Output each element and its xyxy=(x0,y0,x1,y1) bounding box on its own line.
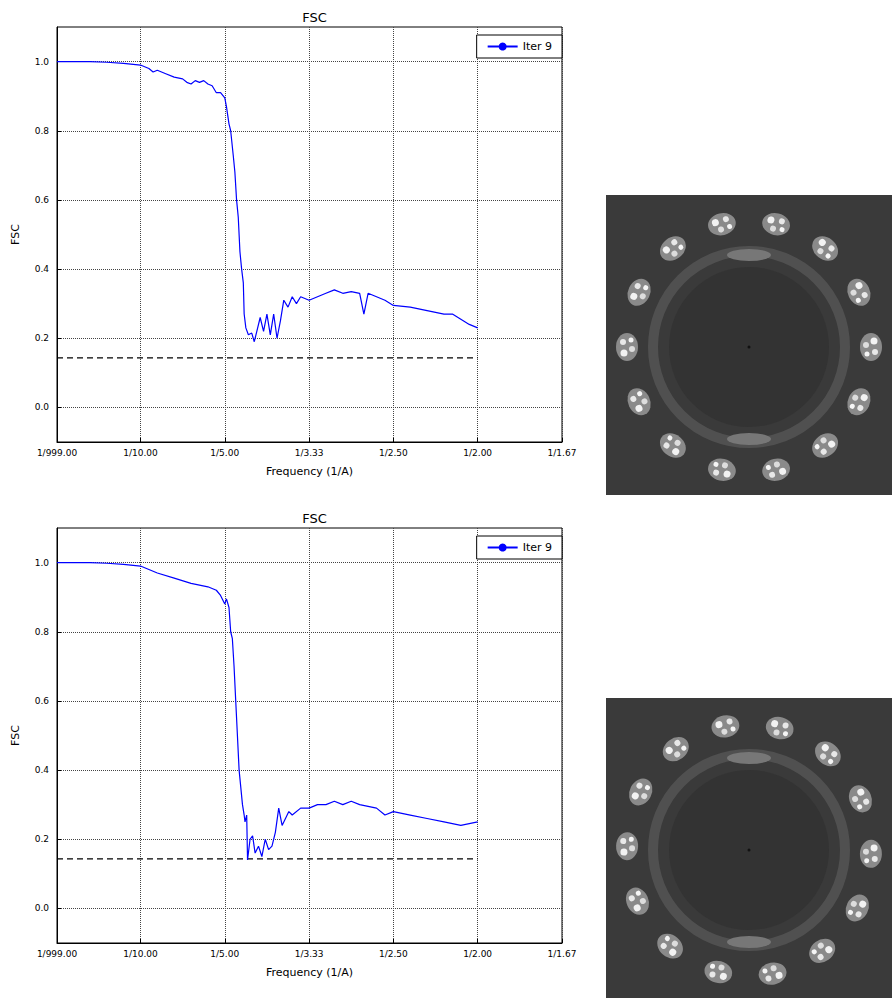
svg-text:0.2: 0.2 xyxy=(35,333,49,343)
svg-text:1/5.00: 1/5.00 xyxy=(210,448,239,458)
svg-text:1/999.00: 1/999.00 xyxy=(37,448,78,458)
svg-text:1/10.00: 1/10.00 xyxy=(123,949,158,959)
svg-text:1/1.67: 1/1.67 xyxy=(548,949,577,959)
svg-text:1/3.33: 1/3.33 xyxy=(295,949,324,959)
svg-text:1/2.50: 1/2.50 xyxy=(379,949,408,959)
svg-text:0.4: 0.4 xyxy=(35,264,50,274)
svg-text:1/1.67: 1/1.67 xyxy=(548,448,577,458)
svg-text:1/3.33: 1/3.33 xyxy=(295,448,324,458)
svg-text:1/2.00: 1/2.00 xyxy=(463,448,492,458)
svg-text:Frequency (1/A): Frequency (1/A) xyxy=(266,966,353,979)
svg-text:0.8: 0.8 xyxy=(35,627,50,637)
svg-text:0.0: 0.0 xyxy=(35,903,50,913)
svg-text:1.0: 1.0 xyxy=(35,57,50,67)
svg-text:FSC: FSC xyxy=(302,511,327,526)
svg-text:0.8: 0.8 xyxy=(35,126,50,136)
svg-text:Frequency (1/A): Frequency (1/A) xyxy=(266,465,353,478)
svg-text:0.0: 0.0 xyxy=(35,402,50,412)
svg-text:0.2: 0.2 xyxy=(35,834,49,844)
svg-text:FSC: FSC xyxy=(302,10,327,25)
svg-text:1.0: 1.0 xyxy=(35,558,50,568)
svg-text:Iter 9: Iter 9 xyxy=(523,40,552,53)
svg-text:FSC: FSC xyxy=(9,725,22,746)
svg-text:1/999.00: 1/999.00 xyxy=(37,949,78,959)
svg-text:1/5.00: 1/5.00 xyxy=(210,949,239,959)
svg-text:1/10.00: 1/10.00 xyxy=(123,448,158,458)
svg-text:Iter 9: Iter 9 xyxy=(523,541,552,554)
svg-text:1/2.00: 1/2.00 xyxy=(463,949,492,959)
svg-text:FSC: FSC xyxy=(9,224,22,245)
svg-text:0.6: 0.6 xyxy=(35,195,50,205)
svg-text:0.6: 0.6 xyxy=(35,696,50,706)
svg-text:0.4: 0.4 xyxy=(35,765,50,775)
svg-text:1/2.50: 1/2.50 xyxy=(379,448,408,458)
